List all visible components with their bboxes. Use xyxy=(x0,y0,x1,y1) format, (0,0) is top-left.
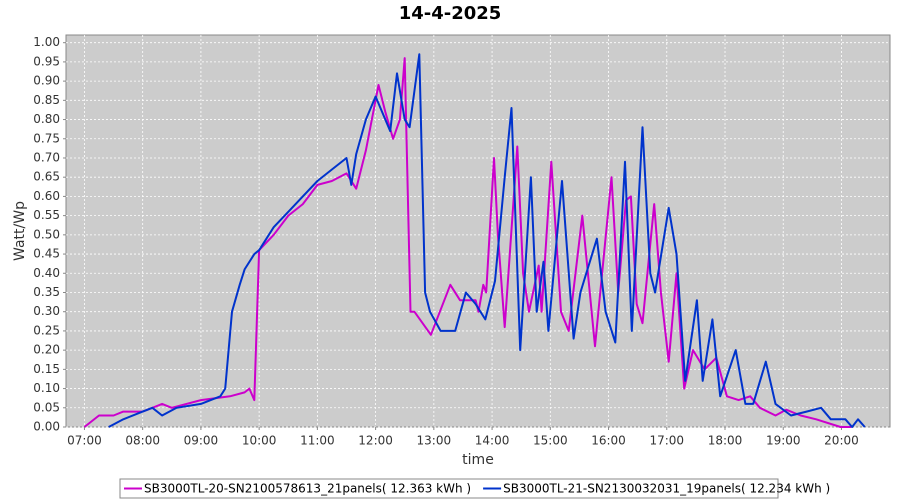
x-tick-label: 11:00 xyxy=(300,434,335,448)
x-tick-label: 20:00 xyxy=(824,434,859,448)
x-tick-label: 09:00 xyxy=(184,434,219,448)
x-tick-label: 08:00 xyxy=(125,434,160,448)
y-tick-label: 0.45 xyxy=(33,247,60,261)
chart-title: 14-4-2025 xyxy=(399,3,502,24)
legend-box xyxy=(119,478,779,499)
legend-label: SB3000TL-20-SN2100578613_21panels( 12.36… xyxy=(144,482,471,496)
y-tick-label: 0.90 xyxy=(33,74,60,88)
series-line xyxy=(83,57,852,428)
series-line xyxy=(108,53,866,428)
y-tick-label: 0.30 xyxy=(33,304,60,318)
legend: SB3000TL-20-SN2100578613_21panels( 12.36… xyxy=(119,478,830,499)
legend-label: SB3000TL-21-SN2130032031_19panels( 12.23… xyxy=(503,482,830,496)
x-tick-label: 15:00 xyxy=(533,434,568,448)
y-tick-label: 0.05 xyxy=(33,400,60,414)
y-tick-label: 0.60 xyxy=(33,189,60,203)
y-tick-label: 1.00 xyxy=(33,35,60,49)
x-tick-label: 10:00 xyxy=(242,434,277,448)
y-tick-label: 0.65 xyxy=(33,170,60,184)
y-tick-label: 0.85 xyxy=(33,93,60,107)
y-tick-label: 0.10 xyxy=(33,381,60,395)
x-tick-label: 19:00 xyxy=(766,434,801,448)
y-tick-label: 0.00 xyxy=(33,420,60,434)
y-tick-label: 0.40 xyxy=(33,266,60,280)
x-tick-label: 12:00 xyxy=(358,434,393,448)
y-tick-label: 0.55 xyxy=(33,208,60,222)
y-axis-label: Watt/Wp xyxy=(12,201,28,261)
y-tick-label: 0.50 xyxy=(33,227,60,241)
y-tick-label: 0.25 xyxy=(33,323,60,337)
y-tick-label: 0.70 xyxy=(33,150,60,164)
x-tick-label: 17:00 xyxy=(649,434,684,448)
x-tick-label: 16:00 xyxy=(591,434,626,448)
y-tick-label: 0.20 xyxy=(33,343,60,357)
x-tick-label: 14:00 xyxy=(475,434,510,448)
y-tick-label: 0.75 xyxy=(33,131,60,145)
x-tick-label: 07:00 xyxy=(67,434,102,448)
x-tick-label: 18:00 xyxy=(708,434,743,448)
x-tick-label: 13:00 xyxy=(417,434,452,448)
y-tick-label: 0.15 xyxy=(33,362,60,376)
x-axis-label: time xyxy=(462,452,494,468)
y-tick-label: 0.35 xyxy=(33,285,60,299)
y-tick-label: 0.95 xyxy=(33,54,60,68)
y-tick-label: 0.80 xyxy=(33,112,60,126)
